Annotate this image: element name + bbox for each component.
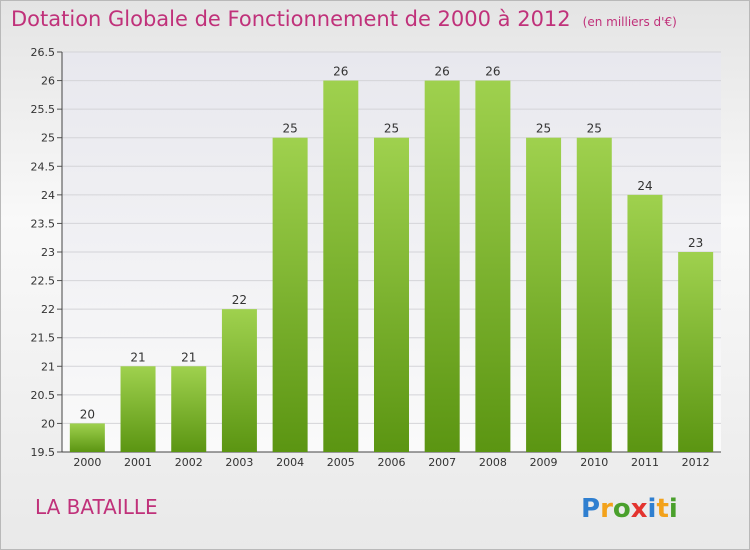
x-tick-label: 2005 [327,456,355,469]
data-label: 26 [333,65,348,79]
y-tick-label: 19.5 [31,446,56,459]
data-label: 25 [384,122,399,136]
data-label: 26 [485,65,500,79]
x-tick-label: 2007 [428,456,456,469]
data-label: 20 [80,407,95,421]
bar [272,137,308,452]
data-label: 25 [282,122,297,136]
bar [678,252,714,452]
y-tick-label: 21 [41,360,55,373]
commune-name: LA BATAILLE [35,495,158,519]
chart-title: Dotation Globale de Fonctionnement de 20… [11,7,677,31]
y-tick-label: 25 [41,132,55,145]
y-tick-label: 26 [41,75,55,88]
bar [526,137,562,452]
data-label: 25 [536,122,551,136]
y-tick-label: 24.5 [31,160,56,173]
x-tick-label: 2009 [530,456,558,469]
bar [374,137,409,452]
bar [475,80,511,453]
data-label: 21 [181,350,196,364]
x-tick-label: 2012 [682,456,710,469]
data-label: 23 [688,236,703,250]
x-tick-label: 2008 [479,456,507,469]
data-label: 26 [435,65,450,79]
proxiti-logo: Proxiti [581,494,678,524]
x-tick-label: 2006 [378,456,406,469]
bar [69,423,105,452]
x-tick-label: 2010 [580,456,608,469]
y-tick-label: 21.5 [31,332,56,345]
bar [221,309,257,452]
y-tick-label: 23.5 [31,217,56,230]
x-tick-label: 2000 [73,456,101,469]
y-tick-label: 23 [41,246,55,259]
bar [120,366,156,452]
x-tick-label: 2011 [631,456,659,469]
x-tick-label: 2001 [124,456,152,469]
y-tick-label: 22.5 [31,275,56,288]
y-tick-label: 26.5 [31,46,56,59]
y-tick-label: 24 [41,189,55,202]
bar [576,137,612,452]
y-tick-label: 20.5 [31,389,56,402]
data-label: 22 [232,293,247,307]
svg-text:Proxiti: Proxiti [581,494,678,524]
y-tick-label: 20 [41,417,55,430]
data-label: 21 [130,350,145,364]
bar [171,366,207,452]
title-text: Dotation Globale de Fonctionnement de 20… [11,7,571,31]
x-tick-label: 2003 [225,456,253,469]
y-tick-label: 25.5 [31,103,56,116]
unit-label: (en milliers d'€) [582,15,677,29]
y-tick-label: 22 [41,303,55,316]
bar [424,80,460,453]
x-tick-label: 2004 [276,456,304,469]
data-label: 25 [587,122,602,136]
x-tick-label: 2002 [175,456,203,469]
bar [627,194,663,452]
data-label: 24 [637,179,652,193]
bar [323,80,359,453]
